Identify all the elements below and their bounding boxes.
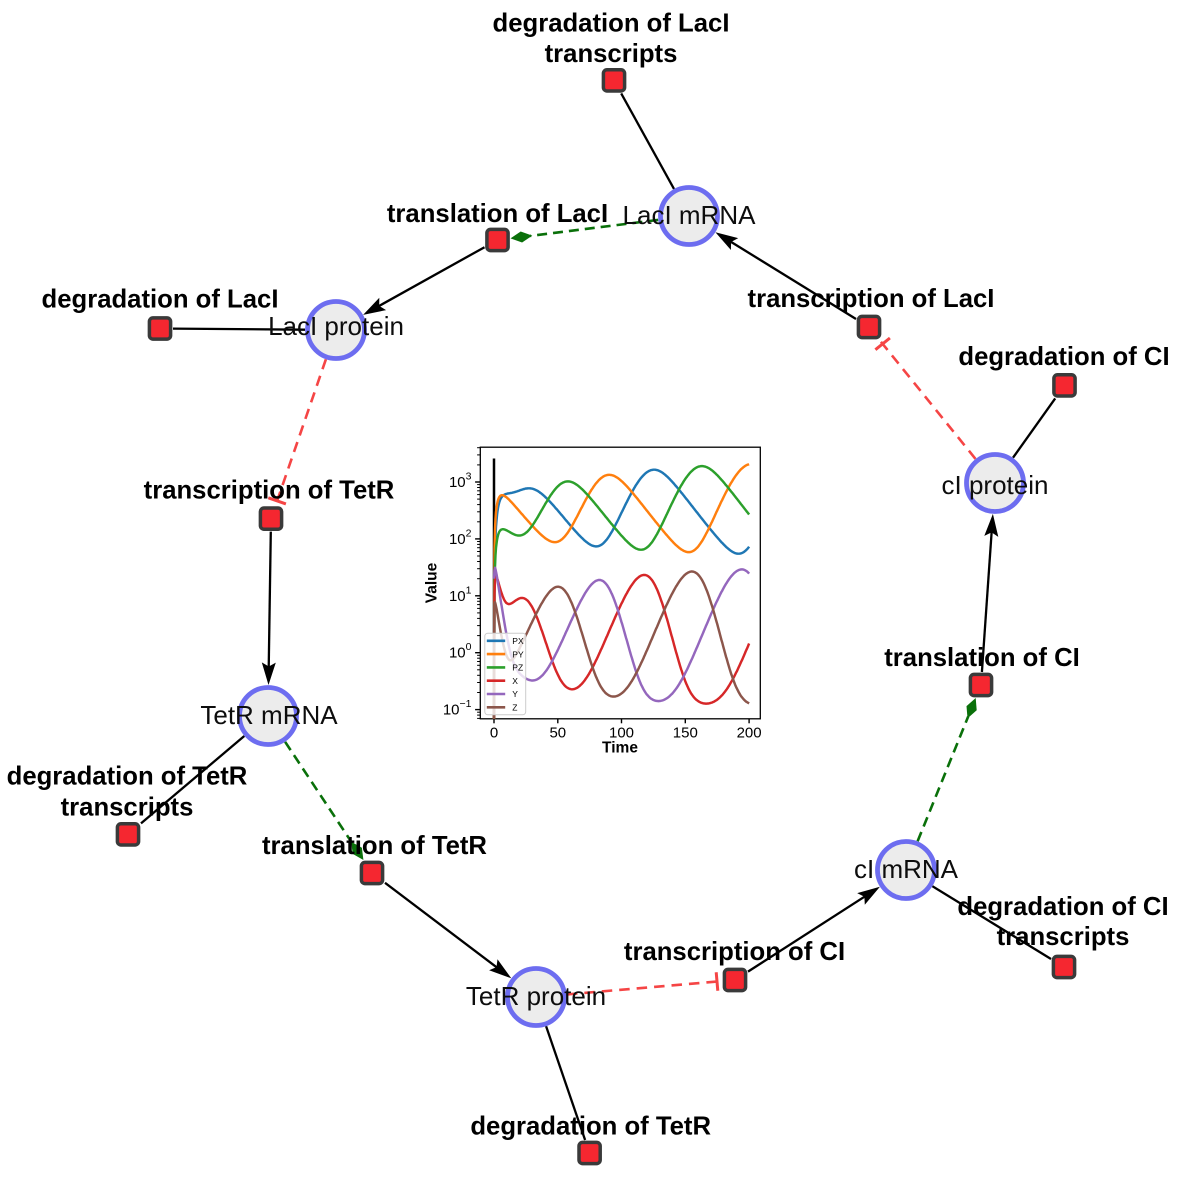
svg-text:degradation of CI: degradation of CI [957,893,1168,921]
svg-text:transcripts: transcripts [61,794,194,822]
svg-text:transcripts: transcripts [545,40,678,68]
svg-text:200: 200 [737,724,762,741]
svg-text:degradation of LacI: degradation of LacI [42,285,279,313]
svg-text:transcription of LacI: transcription of LacI [748,285,995,313]
svg-text:transcription of CI: transcription of CI [624,938,845,966]
svg-text:degradation of TetR: degradation of TetR [470,1112,711,1140]
svg-text:PY: PY [512,649,524,659]
svg-text:TetR protein: TetR protein [466,981,606,1011]
svg-text:degradation of CI: degradation of CI [958,343,1169,371]
svg-text:0: 0 [490,724,498,741]
svg-text:50: 50 [549,724,566,741]
svg-text:Value: Value [424,562,441,603]
svg-text:translation of CI: translation of CI [884,644,1080,672]
svg-text:transcripts: transcripts [997,923,1130,951]
svg-text:100: 100 [609,724,634,741]
svg-text:degradation of LacI: degradation of LacI [493,10,730,38]
svg-text:LacI protein: LacI protein [268,311,404,341]
svg-text:cI mRNA: cI mRNA [854,854,959,884]
svg-text:LacI mRNA: LacI mRNA [623,200,757,230]
svg-text:transcription of TetR: transcription of TetR [144,476,395,504]
svg-text:TetR mRNA: TetR mRNA [200,700,338,730]
svg-text:Y: Y [512,689,518,699]
svg-text:PZ: PZ [512,663,523,673]
svg-text:translation of LacI: translation of LacI [387,200,608,228]
svg-text:X: X [512,676,518,686]
svg-text:Time: Time [602,740,638,757]
svg-text:degradation of TetR: degradation of TetR [7,762,248,790]
svg-text:translation of TetR: translation of TetR [262,832,487,860]
svg-text:150: 150 [673,724,698,741]
svg-text:cI protein: cI protein [942,470,1049,500]
svg-text:PX: PX [512,636,524,646]
svg-text:Z: Z [512,703,517,713]
